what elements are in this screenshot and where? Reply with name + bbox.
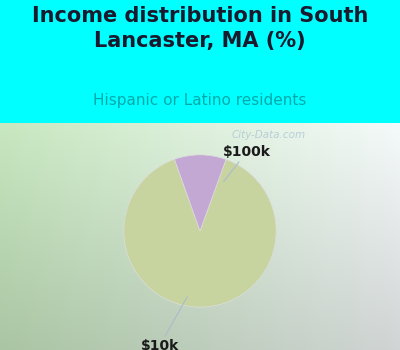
Text: $10k: $10k — [140, 297, 187, 350]
Wedge shape — [124, 159, 276, 307]
Wedge shape — [174, 155, 226, 231]
Text: City-Data.com: City-Data.com — [231, 130, 305, 140]
Text: Income distribution in South
Lancaster, MA (%): Income distribution in South Lancaster, … — [32, 7, 368, 51]
Text: $100k: $100k — [223, 145, 270, 182]
Text: Hispanic or Latino residents: Hispanic or Latino residents — [93, 93, 307, 108]
